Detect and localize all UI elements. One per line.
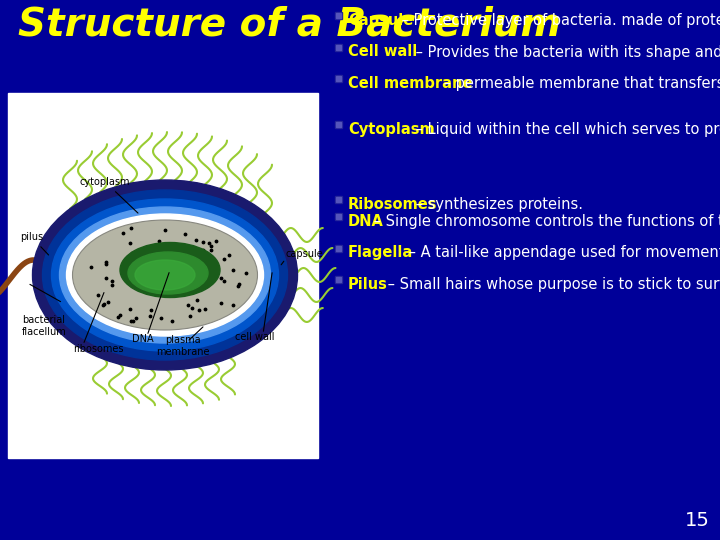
Bar [335, 121, 342, 128]
Bar [336, 44, 341, 50]
Ellipse shape [120, 242, 220, 298]
Ellipse shape [128, 252, 208, 294]
Text: capsule: capsule [286, 249, 323, 259]
Bar [8, 93, 318, 458]
Text: plasma
membrane: plasma membrane [156, 335, 210, 357]
Text: – permeable membrane that transfers nutrients and chemicals in and out of the ce: – permeable membrane that transfers nutr… [439, 76, 720, 91]
Text: – Provides the bacteria with its shape and structure.: – Provides the bacteria with its shape a… [411, 44, 720, 59]
Ellipse shape [32, 180, 297, 370]
Bar [336, 246, 341, 251]
Text: – A tail-like appendage used for movement.: – A tail-like appendage used for movemen… [404, 246, 720, 260]
Ellipse shape [66, 214, 264, 336]
Text: DNA: DNA [348, 214, 384, 229]
Text: pilus: pilus [20, 232, 48, 255]
Ellipse shape [60, 207, 271, 343]
Bar [335, 245, 342, 252]
Bar [336, 197, 341, 202]
Text: cytoplasm: cytoplasm [80, 177, 138, 213]
Bar [335, 196, 342, 203]
Text: Pilus: Pilus [348, 277, 388, 292]
Text: – Single chromosome controls the functions of the cell.: – Single chromosome controls the functio… [369, 214, 720, 229]
Text: Cell wall: Cell wall [348, 44, 418, 59]
Text: ribosomes: ribosomes [73, 344, 124, 354]
Text: Cell membrane: Cell membrane [348, 76, 472, 91]
Bar [335, 75, 342, 82]
Text: cell wall: cell wall [235, 332, 275, 342]
Bar [336, 122, 341, 127]
Text: Flagella: Flagella [348, 246, 413, 260]
Text: bacterial
flacellum: bacterial flacellum [22, 315, 67, 336]
Text: – Small hairs whose purpose is to stick to surfaces. Can also be used in reprodu: – Small hairs whose purpose is to stick … [383, 277, 720, 292]
Bar [335, 44, 342, 51]
Ellipse shape [135, 260, 195, 290]
Text: – Liquid within the cell which serves to protect cell parts as well as move mate: – Liquid within the cell which serves to… [411, 122, 720, 137]
Ellipse shape [52, 199, 279, 351]
Text: 15: 15 [685, 511, 710, 530]
Text: – Protective layer of bacteria. made of proteins, sugars, and lipids: – Protective layer of bacteria. made of … [397, 13, 720, 28]
Bar [335, 213, 342, 220]
Bar [335, 276, 342, 283]
Text: DNA: DNA [132, 334, 154, 344]
Text: – synthesizes proteins.: – synthesizes proteins. [411, 197, 583, 212]
Text: Structure of a Bacterium: Structure of a Bacterium [18, 5, 561, 43]
Ellipse shape [42, 190, 287, 360]
Bar [336, 13, 341, 18]
Bar [336, 277, 341, 282]
Text: Capsule: Capsule [348, 13, 413, 28]
Text: Ribosomes: Ribosomes [348, 197, 438, 212]
Ellipse shape [73, 220, 258, 330]
Text: Cytoplasm: Cytoplasm [348, 122, 435, 137]
Bar [336, 76, 341, 81]
Bar [335, 12, 342, 19]
Bar [336, 214, 341, 219]
